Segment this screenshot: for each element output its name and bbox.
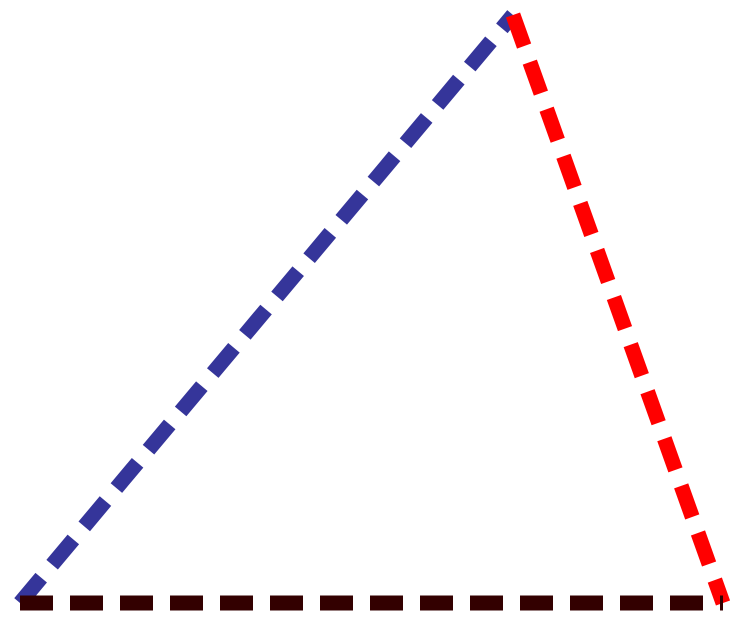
triangle-right-edge [505,12,731,606]
triangle-left-edge [14,10,519,608]
